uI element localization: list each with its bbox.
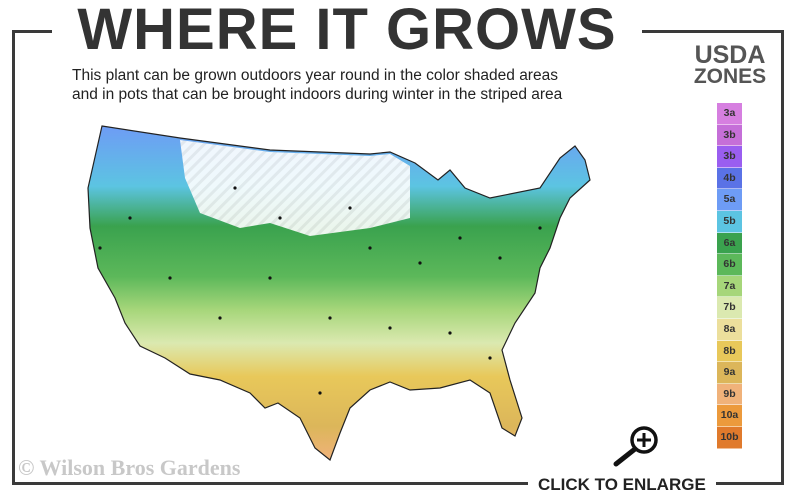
legend-zone-9a: 9a bbox=[717, 362, 742, 384]
state-capital-dots bbox=[98, 186, 542, 395]
page-title: WHERE IT GROWS bbox=[77, 0, 617, 62]
legend-zone-9b: 9b bbox=[717, 383, 742, 406]
magnifier-plus-icon[interactable] bbox=[608, 424, 664, 468]
legend-zone-3a: 3a bbox=[717, 103, 742, 125]
legend-title-line2: ZONES bbox=[693, 65, 767, 88]
copyright-watermark: © Wilson Bros Gardens bbox=[18, 455, 241, 480]
legend-zone-5b: 5b bbox=[717, 210, 742, 233]
usda-zone-legend: 3a 3b 3b 4b 5a 5b 6a 6b 7a 7b 8a 8b 9a 9b 10a 10b bbox=[717, 103, 742, 449]
legend-zone-10a: 10a bbox=[717, 405, 742, 427]
legend-zone-5a: 5a bbox=[717, 189, 742, 211]
legend-zone-6b: 6b bbox=[717, 254, 742, 276]
legend-title: USDA ZONES bbox=[680, 41, 780, 88]
legend-zone-3b: 3b bbox=[717, 146, 742, 168]
click-to-enlarge-button[interactable]: CLICK TO ENLARGE bbox=[528, 474, 716, 496]
subtitle-line: and in pots that can be brought indoors … bbox=[72, 86, 563, 103]
legend-zone-10b: 10b bbox=[717, 426, 742, 449]
legend-zone-3b: 3b bbox=[717, 124, 742, 147]
striped-northern-area bbox=[180, 140, 410, 236]
usda-zone-map[interactable] bbox=[70, 118, 615, 468]
legend-title-line1: USDA bbox=[694, 41, 766, 69]
legend-zone-6a: 6a bbox=[717, 232, 742, 255]
legend-zone-7a: 7a bbox=[717, 275, 742, 298]
legend-zone-8b: 8b bbox=[717, 340, 742, 363]
legend-zone-8a: 8a bbox=[717, 318, 742, 341]
subtitle: This plant can be grown outdoors year ro… bbox=[72, 66, 562, 104]
legend-zone-4b: 4b bbox=[717, 167, 742, 190]
legend-zone-7b: 7b bbox=[717, 297, 742, 319]
subtitle-line: This plant can be grown outdoors year ro… bbox=[72, 67, 558, 84]
title-container: WHERE IT GROWS bbox=[52, 0, 642, 60]
